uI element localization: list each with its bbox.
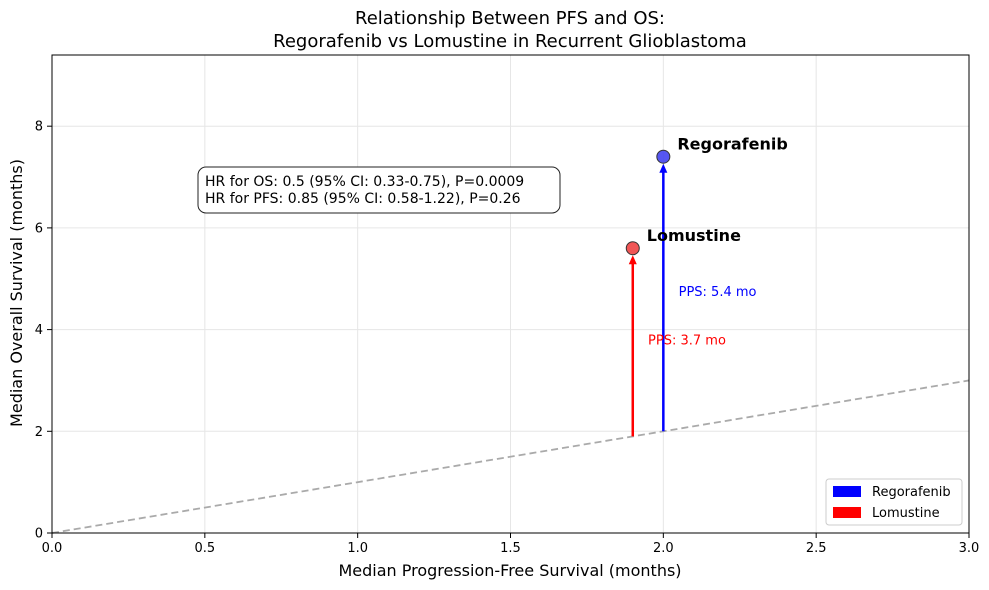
pps-arrowhead-regorafenib (659, 163, 668, 173)
y-tick-label: 0 (35, 527, 43, 542)
legend: Regorafenib Lomustine (825, 478, 963, 526)
reference-line-group (51, 379, 970, 534)
chart-title-line1: Relationship Between PFS and OS: (355, 8, 665, 29)
x-tick-label: 0.5 (194, 541, 215, 556)
y-tick-label: 8 (35, 120, 43, 135)
arrow-group (628, 163, 668, 437)
x-tick-label: 3.0 (959, 541, 980, 556)
point-label-lomustine: Lomustine (647, 226, 741, 245)
y-tick-label: 2 (35, 425, 43, 440)
reference-line (51, 379, 970, 534)
stats-box: HR for OS: 0.5 (95% CI: 0.33-0.75), P=0.… (197, 166, 561, 214)
pps-label-regorafenib: PPS: 5.4 mo (679, 285, 757, 300)
y-axis-label: Median Overall Survival (months) (7, 159, 26, 427)
legend-swatch-lomustine (833, 507, 861, 518)
tick-group: 0.0 0.5 1.0 1.5 2.0 2.5 3.0 0 2 4 6 8 (35, 120, 980, 556)
x-tick-label: 0.0 (42, 541, 63, 556)
stats-line-os: HR for OS: 0.5 (95% CI: 0.33-0.75), P=0.… (205, 174, 524, 190)
y-tick-label: 4 (35, 323, 43, 338)
grid (51, 55, 970, 534)
stats-line-pfs: HR for PFS: 0.85 (95% CI: 0.58-1.22), P=… (205, 191, 521, 207)
legend-swatch-regorafenib (833, 486, 861, 497)
data-point-lomustine (625, 241, 640, 256)
stats-box-frame (197, 166, 561, 214)
x-axis-label: Median Progression-Free Survival (months… (338, 561, 681, 580)
label-group: Regorafenib PPS: 5.4 mo Lomustine PPS: 3.7 … (647, 135, 788, 349)
point-label-regorafenib: Regorafenib (677, 135, 787, 154)
point-group (625, 149, 671, 256)
y-tick-label: 6 (35, 221, 43, 236)
x-tick-label: 2.5 (806, 541, 827, 556)
x-tick-label: 2.0 (653, 541, 674, 556)
pps-arrowhead-lomustine (628, 255, 637, 265)
legend-label-lomustine: Lomustine (872, 506, 940, 521)
pps-label-lomustine: PPS: 3.7 mo (648, 333, 726, 348)
legend-label-regorafenib: Regorafenib (872, 485, 951, 500)
x-tick-label: 1.5 (500, 541, 521, 556)
data-point-regorafenib (656, 149, 671, 164)
x-tick-label: 1.0 (347, 541, 368, 556)
chart-title-line2: Regorafenib vs Lomustine in Recurrent Gl… (273, 31, 747, 52)
